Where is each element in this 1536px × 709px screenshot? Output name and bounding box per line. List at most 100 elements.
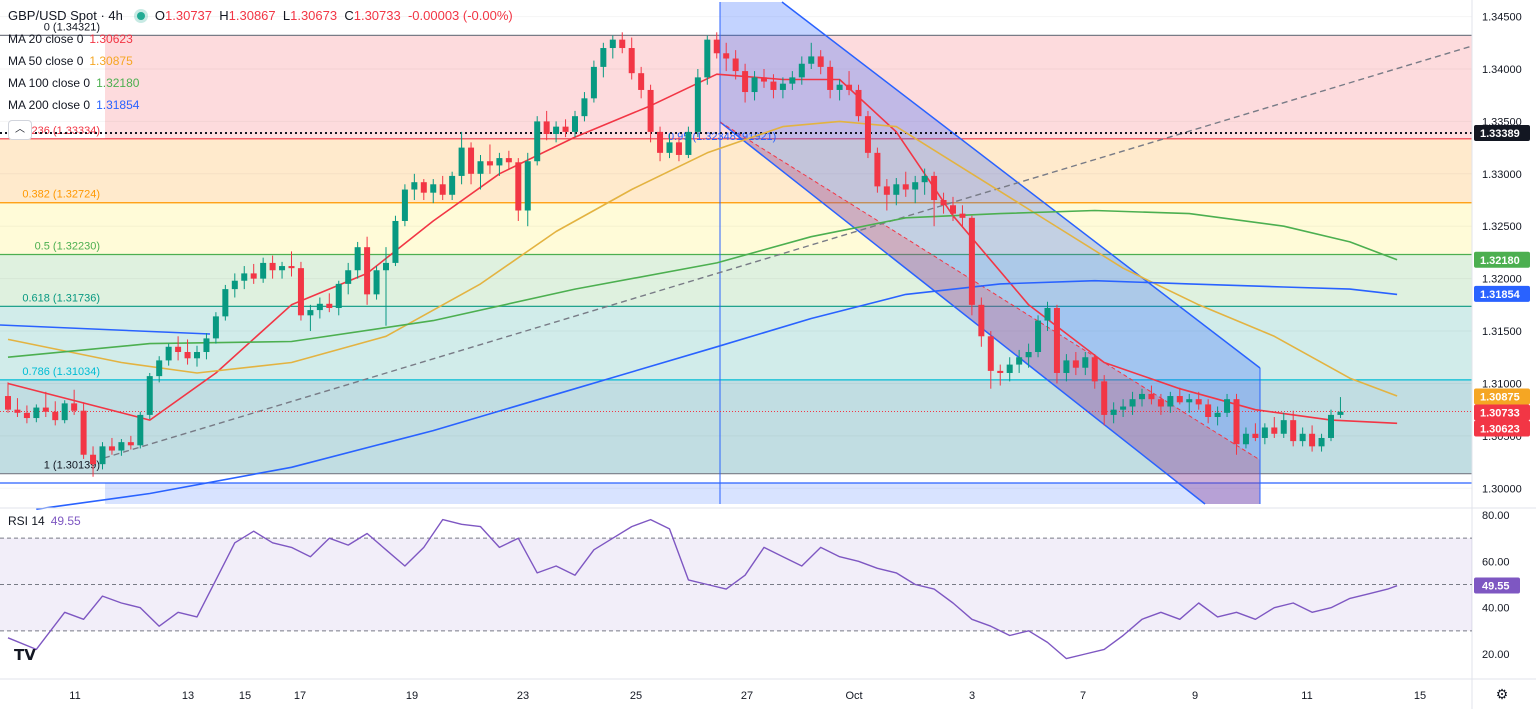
candle-body: [751, 77, 758, 93]
candle-body: [468, 147, 475, 174]
candle-body: [562, 126, 569, 132]
candle-body: [486, 161, 493, 166]
time-tick: 7: [1080, 690, 1086, 702]
candle-body: [90, 454, 97, 465]
candle-body: [779, 83, 786, 90]
channel-bottom-line: [719, 121, 1206, 505]
price-label-text: 1.33389: [1480, 128, 1520, 140]
gear-icon[interactable]: ⚙: [1495, 686, 1509, 702]
candle: [1072, 352, 1079, 376]
tradingview-logo-icon[interactable]: TV: [14, 646, 36, 664]
candle-body: [742, 71, 749, 93]
price-tick: 1.31000: [1482, 378, 1522, 390]
candle-body: [590, 66, 597, 99]
candle: [609, 35, 616, 59]
fib-label: 0.5 (1.32230): [35, 241, 100, 253]
candle: [1110, 402, 1117, 424]
candle: [458, 131, 465, 185]
candle-body: [137, 414, 144, 446]
candle: [1091, 354, 1098, 389]
candle-body: [1148, 393, 1155, 400]
candle-body: [269, 262, 276, 271]
candle: [354, 241, 361, 279]
candle: [1271, 416, 1278, 438]
candle-body: [874, 152, 881, 187]
candle: [307, 304, 314, 332]
candle: [345, 262, 352, 295]
candle-body: [439, 184, 446, 195]
candle: [657, 126, 664, 162]
candle: [1101, 375, 1108, 426]
candle: [1299, 427, 1306, 447]
candle-body: [61, 403, 68, 421]
candle-body: [1290, 420, 1297, 442]
price-tick: 1.33000: [1482, 169, 1522, 181]
candle-body: [609, 39, 616, 49]
candle-body: [1025, 352, 1032, 358]
candle: [496, 152, 503, 176]
candle: [373, 266, 380, 300]
price-label-bg: [1474, 420, 1530, 437]
candle: [1016, 349, 1023, 373]
candle: [477, 154, 484, 190]
candle-body: [1139, 393, 1145, 400]
candle-body: [1318, 437, 1325, 447]
candle: [742, 63, 749, 103]
rsi-label-bg: [1474, 577, 1520, 594]
candle-body: [1101, 381, 1108, 415]
candle: [335, 280, 342, 316]
candle: [1214, 406, 1221, 426]
candle-body: [1214, 412, 1221, 417]
candle: [1224, 393, 1231, 417]
candle: [864, 110, 871, 159]
price-label-text: 1.32180: [1480, 255, 1520, 267]
price-label-bg: [1474, 388, 1530, 405]
legend-collapse-button[interactable]: ︿: [8, 120, 32, 140]
candle: [1157, 393, 1164, 415]
candle: [1242, 427, 1249, 449]
candle-body: [146, 376, 153, 415]
candle-body: [1271, 427, 1278, 434]
candle-body: [600, 48, 607, 67]
candle-body: [1299, 433, 1306, 442]
rsi-tick: 60.00: [1482, 556, 1510, 568]
candle-body: [1044, 307, 1051, 321]
candle-body: [1129, 399, 1136, 407]
candle-body: [581, 98, 588, 117]
time-tick: 27: [741, 690, 753, 702]
candle: [675, 137, 682, 162]
candle-body: [657, 131, 664, 153]
candle-body: [175, 346, 182, 353]
candle-body: [987, 336, 994, 371]
candle-body: [392, 220, 399, 263]
candle-body: [316, 303, 323, 311]
candle: [1053, 304, 1060, 384]
candle: [137, 411, 144, 449]
rsi-label-text: 49.55: [1482, 581, 1510, 593]
fib-zone-0: [105, 35, 1472, 139]
candle: [1261, 423, 1268, 445]
candle: [175, 336, 182, 361]
candle: [770, 74, 777, 99]
candle-body: [184, 352, 191, 359]
fib-label: 0 (1.34321): [44, 21, 100, 33]
candle-body: [345, 270, 352, 284]
candle: [1252, 423, 1259, 442]
candle: [968, 215, 975, 316]
candle: [940, 192, 947, 214]
candle-body: [354, 247, 361, 271]
candle-body: [902, 184, 909, 190]
candle-body: [855, 89, 862, 117]
candle: [1318, 433, 1325, 452]
candle: [420, 179, 427, 201]
candle: [704, 35, 711, 85]
candle-body: [1063, 360, 1070, 373]
candle-body: [1205, 404, 1212, 417]
candle-body: [297, 268, 304, 316]
candle-body: [383, 262, 389, 271]
candle: [203, 333, 210, 360]
candle-body: [222, 289, 229, 317]
price-label-text: 1.31854: [1480, 289, 1521, 301]
candle-body: [203, 338, 210, 353]
